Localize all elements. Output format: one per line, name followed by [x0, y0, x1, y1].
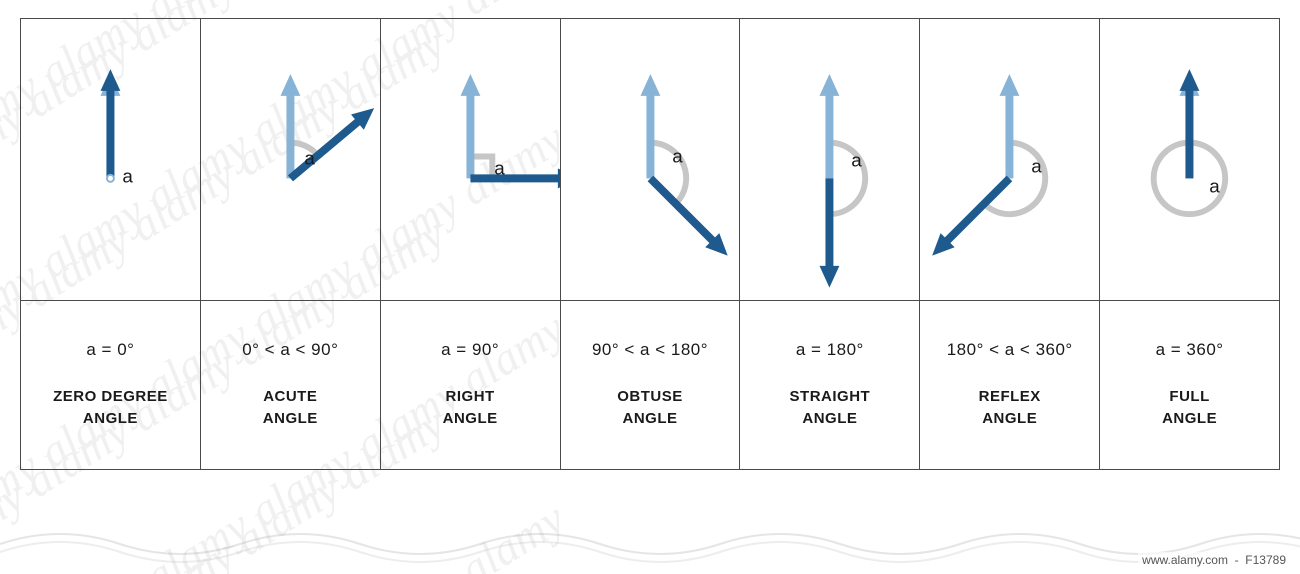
angle-diagram-obtuse: a [561, 19, 740, 301]
angle-formula: 180° < a < 360° [947, 340, 1073, 360]
angle-label-a: a [852, 149, 863, 170]
angle-label-a: a [1032, 155, 1043, 176]
angle-diagram-full: a [1100, 19, 1279, 301]
angle-diagram-acute: a [201, 19, 380, 301]
angle-diagram-zero: a [21, 19, 200, 301]
angle-label-area-straight: a = 180° STRAIGHT ANGLE [740, 301, 919, 469]
angle-name: ACUTE ANGLE [263, 386, 318, 431]
angle-cell-straight: a a = 180° STRAIGHT ANGLE [740, 19, 920, 469]
angle-label-area-zero: a = 0° ZERO DEGREE ANGLE [21, 301, 200, 469]
angle-label-area-reflex: 180° < a < 360° REFLEX ANGLE [920, 301, 1099, 469]
angle-diagram-reflex: a [920, 19, 1099, 301]
angle-label-a: a [494, 157, 505, 178]
angle-name: OBTUSE ANGLE [617, 386, 683, 431]
angle-label-area-acute: 0° < a < 90° ACUTE ANGLE [201, 301, 380, 469]
angle-types-chart: a a = 0° ZERO DEGREE ANGLE a 0° < a < 90… [20, 18, 1280, 470]
image-id-label: F13789 [1245, 553, 1286, 567]
angle-cell-acute: a 0° < a < 90° ACUTE ANGLE [201, 19, 381, 469]
angle-name: RIGHT ANGLE [443, 386, 498, 431]
watermark-wave [0, 524, 1300, 564]
angle-cell-obtuse: a 90° < a < 180° OBTUSE ANGLE [561, 19, 741, 469]
angle-formula: 0° < a < 90° [242, 340, 338, 360]
angle-formula: a = 0° [86, 340, 134, 360]
angle-formula: a = 90° [441, 340, 499, 360]
angle-cell-right: a a = 90° RIGHT ANGLE [381, 19, 561, 469]
angle-name: STRAIGHT ANGLE [790, 386, 871, 431]
angle-diagram-straight: a [740, 19, 919, 301]
angle-cell-reflex: a 180° < a < 360° REFLEX ANGLE [920, 19, 1100, 469]
angle-label-a: a [1209, 175, 1220, 196]
angle-cell-zero: a a = 0° ZERO DEGREE ANGLE [21, 19, 201, 469]
angle-formula: 90° < a < 180° [592, 340, 708, 360]
angle-cell-full: a a = 360° FULL ANGLE [1100, 19, 1279, 469]
angle-label-a: a [122, 165, 133, 186]
site-label: www.alamy.com [1142, 553, 1228, 567]
angle-formula: a = 180° [796, 340, 864, 360]
angle-name: REFLEX ANGLE [979, 386, 1041, 431]
angle-name: ZERO DEGREE ANGLE [53, 386, 168, 431]
angle-label-area-obtuse: 90° < a < 180° OBTUSE ANGLE [561, 301, 740, 469]
angle-label-a: a [672, 145, 683, 166]
image-id-footer: www.alamy.com - F13789 [1138, 552, 1290, 568]
angle-label-area-right: a = 90° RIGHT ANGLE [381, 301, 560, 469]
angle-label-area-full: a = 360° FULL ANGLE [1100, 301, 1279, 469]
angle-formula: a = 360° [1156, 340, 1224, 360]
angle-label-a: a [304, 147, 315, 168]
angle-diagram-right: a [381, 19, 560, 301]
angle-name: FULL ANGLE [1162, 386, 1217, 431]
